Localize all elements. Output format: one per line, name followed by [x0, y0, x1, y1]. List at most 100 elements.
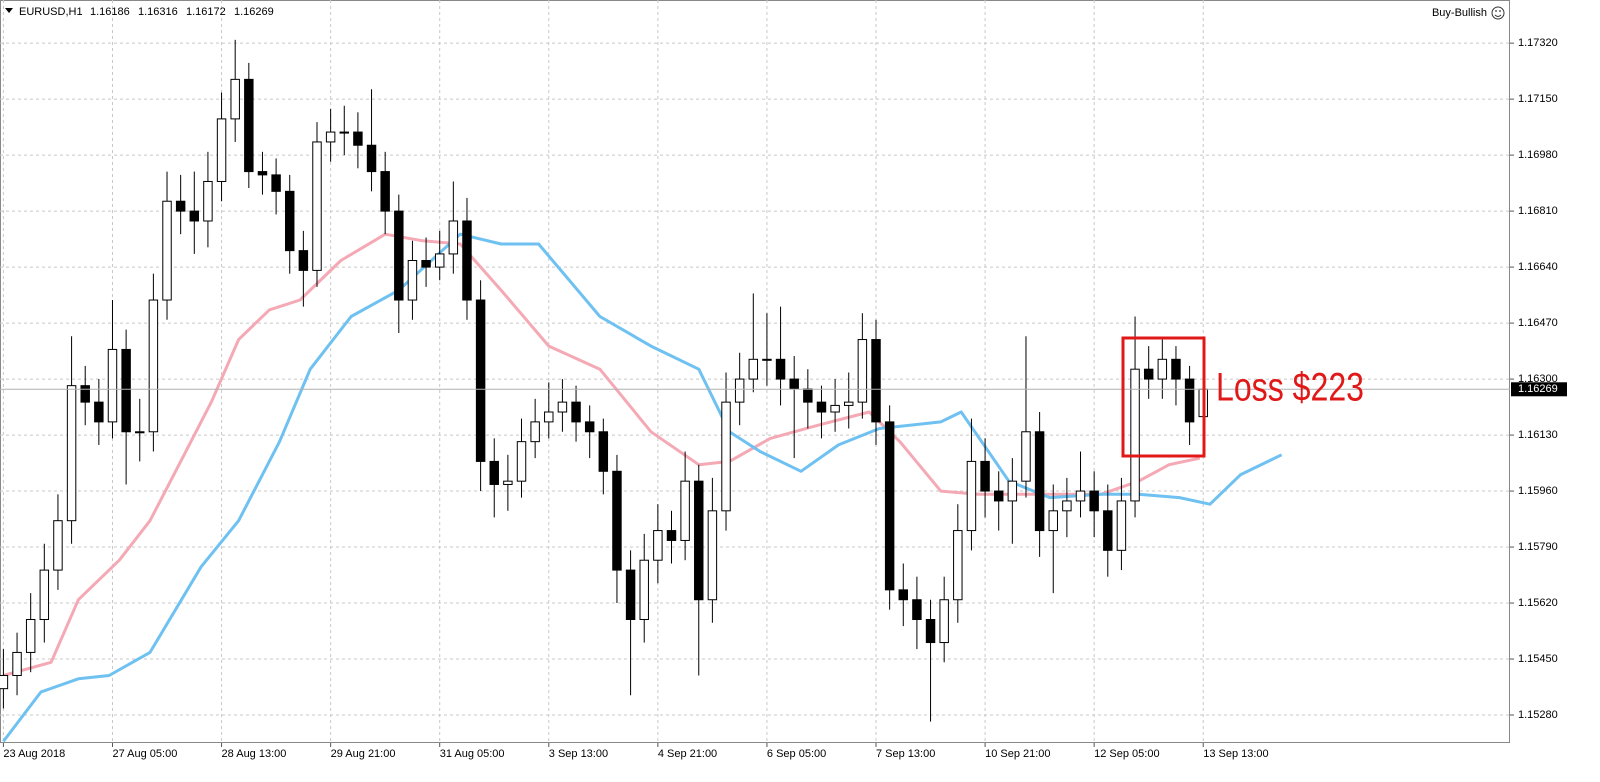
candle-body: [244, 78, 254, 173]
y-tick-label: 1.16640: [1518, 261, 1558, 273]
x-tick-label: 29 Aug 21:00: [331, 748, 396, 760]
candle-body: [203, 180, 213, 222]
candle-body: [39, 569, 50, 620]
candle-body: [448, 220, 459, 255]
x-tick-label: 7 Sep 13:00: [876, 748, 935, 760]
candle-body: [94, 401, 104, 423]
candle-body: [107, 348, 118, 423]
annotation-text: Loss $223: [1216, 366, 1364, 410]
candle-body: [12, 651, 22, 676]
candle-body: [162, 200, 172, 301]
candle-body: [421, 260, 431, 268]
candle-body: [1021, 431, 1031, 482]
candle-body: [475, 299, 486, 462]
candle-body: [1034, 431, 1045, 532]
header-close: 1.16269: [234, 6, 274, 18]
candle-body: [1157, 358, 1168, 380]
candle-body: [775, 358, 786, 380]
candle-body: [285, 190, 295, 252]
candle-body: [530, 421, 540, 443]
candle-body: [380, 171, 390, 212]
candle-body: [748, 358, 759, 380]
candle-body: [734, 378, 745, 403]
candle-body: [571, 401, 581, 423]
x-tick-label: 12 Sep 05:00: [1094, 748, 1159, 760]
candle-body: [516, 441, 527, 482]
candle-body: [216, 118, 227, 182]
candle-body: [1062, 500, 1072, 512]
candle-body: [121, 348, 131, 433]
candle-body: [966, 460, 977, 532]
candle-body: [898, 589, 908, 601]
candle-body: [653, 530, 663, 561]
header-low: 1.16172: [186, 6, 226, 18]
candle-body: [694, 480, 704, 601]
candle-body: [312, 141, 322, 271]
candle-body: [612, 470, 622, 571]
candle-body: [1089, 490, 1099, 512]
candle-body: [434, 253, 445, 268]
candle-body: [1103, 510, 1113, 551]
y-tick-label: 1.15960: [1518, 485, 1558, 497]
indicator-name: Buy-Bullish: [1432, 7, 1487, 19]
y-tick-label: 1.15280: [1518, 709, 1558, 721]
candle-body: [298, 250, 309, 271]
candle-body: [1143, 368, 1154, 380]
candle-body: [993, 490, 1004, 502]
y-tick-label: 1.16130: [1518, 429, 1558, 441]
candle-body: [394, 210, 404, 301]
candle-body: [871, 339, 881, 423]
last-price-label: 1.16269: [1518, 383, 1558, 395]
candle-body: [1075, 490, 1086, 502]
menu-arrow[interactable]: [5, 8, 13, 13]
x-tick-label: 3 Sep 13:00: [549, 748, 608, 760]
candle-body: [789, 378, 799, 390]
header-open: 1.16186: [90, 6, 130, 18]
candle-body: [257, 171, 268, 176]
candle-body: [925, 618, 936, 644]
candle-body: [1184, 378, 1195, 423]
candle-body: [325, 131, 336, 143]
candle-body: [762, 358, 772, 361]
symbol: EURUSD,H1: [19, 6, 83, 18]
x-tick-label: 28 Aug 13:00: [222, 748, 287, 760]
y-tick-label: 1.15450: [1518, 653, 1558, 665]
x-tick-label: 6 Sep 05:00: [767, 748, 826, 760]
candle-body: [189, 210, 200, 222]
candle-body: [953, 530, 963, 601]
candle-body: [175, 200, 186, 212]
candle-body: [844, 401, 854, 406]
candle-body: [407, 260, 418, 301]
y-tick-label: 1.16300: [1518, 373, 1558, 385]
x-tick-label: 31 Aug 05:00: [440, 748, 505, 760]
candle-body: [884, 421, 895, 591]
y-tick-label: 1.16470: [1518, 317, 1558, 329]
smiley-icon: [1491, 6, 1505, 20]
moving-average: [2, 232, 1201, 677]
candle-body: [1048, 510, 1058, 532]
candle-body: [830, 404, 840, 413]
y-tick-label: 1.16980: [1518, 149, 1558, 161]
candle-body: [80, 385, 90, 403]
candle-body: [271, 174, 281, 192]
candle-body: [1171, 358, 1181, 380]
candle-body: [1116, 500, 1127, 551]
candle-body: [230, 78, 240, 120]
candle-body: [639, 559, 649, 620]
candle-body: [707, 510, 718, 601]
candle-body: [912, 599, 922, 620]
candle-body: [0, 674, 9, 690]
candle-body: [503, 480, 513, 485]
candle-body: [1007, 480, 1018, 502]
candle-body: [148, 299, 159, 433]
candle-body: [803, 388, 813, 403]
y-tick-label: 1.16810: [1518, 205, 1558, 217]
candle-body: [557, 401, 568, 413]
candle-body: [857, 339, 868, 403]
candle-body: [598, 431, 609, 472]
last-price-tag: [1511, 382, 1567, 397]
candle-body: [980, 460, 990, 492]
candle-body: [625, 569, 636, 620]
